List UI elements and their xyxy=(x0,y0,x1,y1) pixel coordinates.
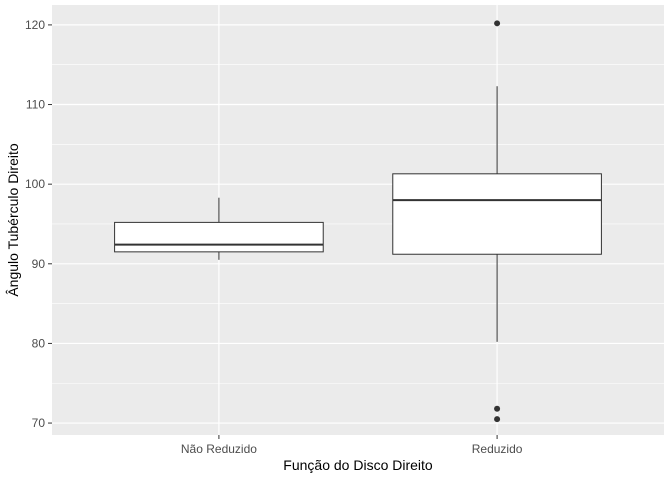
x-tick-label: Reduzido xyxy=(472,442,523,456)
grid-major xyxy=(52,5,664,435)
x-tick-label: Não Reduzido xyxy=(181,442,257,456)
y-tick-label: 90 xyxy=(32,257,46,271)
outlier-point xyxy=(494,405,501,412)
outlier-point xyxy=(494,20,501,27)
x-axis-title: Função do Disco Direito xyxy=(283,457,433,473)
x-axis-ticks: Não Reduzido Reduzido xyxy=(181,435,523,456)
y-axis-title: Ângulo Tubérculo Direito xyxy=(5,143,21,297)
y-tick-label: 70 xyxy=(32,416,46,430)
box xyxy=(392,173,602,255)
y-tick-label: 80 xyxy=(32,336,46,350)
y-axis-ticks: 70 80 90 100 110 120 xyxy=(25,18,52,430)
y-tick-label: 100 xyxy=(25,177,45,191)
y-tick-label: 110 xyxy=(26,98,45,112)
boxes xyxy=(114,20,602,423)
box xyxy=(114,221,324,253)
y-tick-label: 120 xyxy=(25,18,45,32)
outlier-point xyxy=(494,416,501,423)
